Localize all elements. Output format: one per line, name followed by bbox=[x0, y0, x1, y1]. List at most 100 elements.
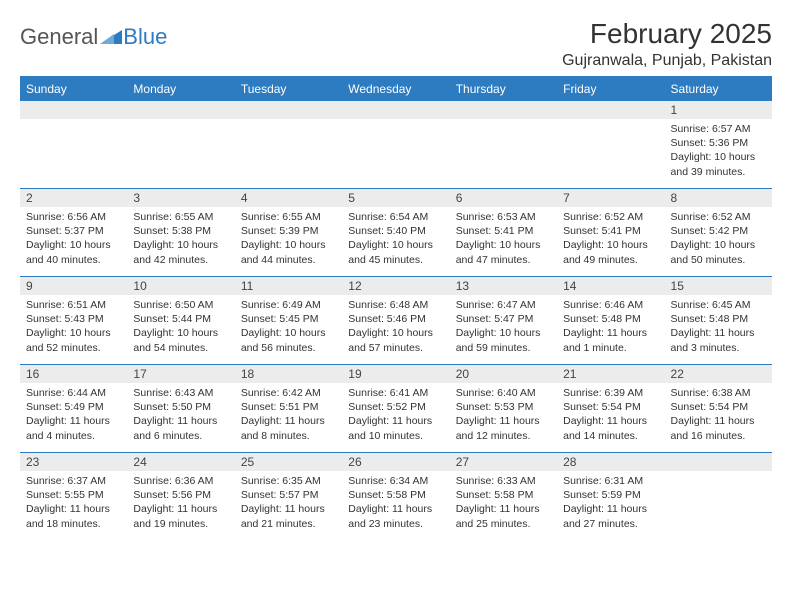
daylight-text: Daylight: 11 hours and 21 minutes. bbox=[241, 502, 336, 530]
day-details: Sunrise: 6:45 AMSunset: 5:48 PMDaylight:… bbox=[665, 295, 772, 359]
title-block: February 2025 Gujranwala, Punjab, Pakist… bbox=[562, 18, 772, 70]
daylight-text: Daylight: 11 hours and 27 minutes. bbox=[563, 502, 658, 530]
daylight-text: Daylight: 11 hours and 3 minutes. bbox=[671, 326, 766, 354]
calendar-day-cell: 5Sunrise: 6:54 AMSunset: 5:40 PMDaylight… bbox=[342, 189, 449, 277]
daylight-text: Daylight: 11 hours and 19 minutes. bbox=[133, 502, 228, 530]
calendar-day-cell: 13Sunrise: 6:47 AMSunset: 5:47 PMDayligh… bbox=[450, 277, 557, 365]
calendar-day-cell: 25Sunrise: 6:35 AMSunset: 5:57 PMDayligh… bbox=[235, 453, 342, 541]
weekday-header: Wednesday bbox=[342, 78, 449, 101]
day-details: Sunrise: 6:36 AMSunset: 5:56 PMDaylight:… bbox=[127, 471, 234, 535]
day-details: Sunrise: 6:54 AMSunset: 5:40 PMDaylight:… bbox=[342, 207, 449, 271]
sunrise-text: Sunrise: 6:46 AM bbox=[563, 298, 658, 312]
sunrise-text: Sunrise: 6:54 AM bbox=[348, 210, 443, 224]
sunrise-text: Sunrise: 6:52 AM bbox=[671, 210, 766, 224]
calendar-day-cell bbox=[450, 101, 557, 189]
day-details: Sunrise: 6:49 AMSunset: 5:45 PMDaylight:… bbox=[235, 295, 342, 359]
calendar-week-row: 23Sunrise: 6:37 AMSunset: 5:55 PMDayligh… bbox=[20, 453, 772, 541]
calendar-day-cell: 18Sunrise: 6:42 AMSunset: 5:51 PMDayligh… bbox=[235, 365, 342, 453]
sunset-text: Sunset: 5:41 PM bbox=[456, 224, 551, 238]
calendar-day-cell bbox=[342, 101, 449, 189]
day-number: 25 bbox=[235, 453, 342, 471]
daylight-text: Daylight: 11 hours and 25 minutes. bbox=[456, 502, 551, 530]
sunset-text: Sunset: 5:38 PM bbox=[133, 224, 228, 238]
day-number bbox=[20, 101, 127, 119]
daylight-text: Daylight: 10 hours and 47 minutes. bbox=[456, 238, 551, 266]
sunrise-text: Sunrise: 6:37 AM bbox=[26, 474, 121, 488]
day-number: 4 bbox=[235, 189, 342, 207]
weekday-header: Sunday bbox=[20, 78, 127, 101]
calendar-day-cell: 14Sunrise: 6:46 AMSunset: 5:48 PMDayligh… bbox=[557, 277, 664, 365]
calendar-day-cell: 6Sunrise: 6:53 AMSunset: 5:41 PMDaylight… bbox=[450, 189, 557, 277]
day-number bbox=[450, 101, 557, 119]
day-number: 8 bbox=[665, 189, 772, 207]
day-number bbox=[665, 453, 772, 471]
daylight-text: Daylight: 10 hours and 56 minutes. bbox=[241, 326, 336, 354]
weekday-header: Friday bbox=[557, 78, 664, 101]
daylight-text: Daylight: 11 hours and 1 minute. bbox=[563, 326, 658, 354]
sunrise-text: Sunrise: 6:49 AM bbox=[241, 298, 336, 312]
calendar-day-cell: 15Sunrise: 6:45 AMSunset: 5:48 PMDayligh… bbox=[665, 277, 772, 365]
sunset-text: Sunset: 5:50 PM bbox=[133, 400, 228, 414]
location-text: Gujranwala, Punjab, Pakistan bbox=[562, 52, 772, 70]
sunset-text: Sunset: 5:54 PM bbox=[563, 400, 658, 414]
sunrise-text: Sunrise: 6:44 AM bbox=[26, 386, 121, 400]
sunrise-text: Sunrise: 6:34 AM bbox=[348, 474, 443, 488]
sunset-text: Sunset: 5:43 PM bbox=[26, 312, 121, 326]
day-details: Sunrise: 6:34 AMSunset: 5:58 PMDaylight:… bbox=[342, 471, 449, 535]
sunrise-text: Sunrise: 6:51 AM bbox=[26, 298, 121, 312]
daylight-text: Daylight: 11 hours and 23 minutes. bbox=[348, 502, 443, 530]
day-details: Sunrise: 6:57 AMSunset: 5:36 PMDaylight:… bbox=[665, 119, 772, 183]
daylight-text: Daylight: 10 hours and 49 minutes. bbox=[563, 238, 658, 266]
daylight-text: Daylight: 10 hours and 39 minutes. bbox=[671, 150, 766, 178]
daylight-text: Daylight: 10 hours and 40 minutes. bbox=[26, 238, 121, 266]
sunset-text: Sunset: 5:36 PM bbox=[671, 136, 766, 150]
daylight-text: Daylight: 11 hours and 18 minutes. bbox=[26, 502, 121, 530]
sunset-text: Sunset: 5:51 PM bbox=[241, 400, 336, 414]
daylight-text: Daylight: 11 hours and 6 minutes. bbox=[133, 414, 228, 442]
day-number: 20 bbox=[450, 365, 557, 383]
day-details: Sunrise: 6:43 AMSunset: 5:50 PMDaylight:… bbox=[127, 383, 234, 447]
day-details: Sunrise: 6:52 AMSunset: 5:42 PMDaylight:… bbox=[665, 207, 772, 271]
sunset-text: Sunset: 5:59 PM bbox=[563, 488, 658, 502]
sunrise-text: Sunrise: 6:33 AM bbox=[456, 474, 551, 488]
day-details: Sunrise: 6:55 AMSunset: 5:39 PMDaylight:… bbox=[235, 207, 342, 271]
sunset-text: Sunset: 5:37 PM bbox=[26, 224, 121, 238]
sunrise-text: Sunrise: 6:52 AM bbox=[563, 210, 658, 224]
sunset-text: Sunset: 5:53 PM bbox=[456, 400, 551, 414]
day-number: 22 bbox=[665, 365, 772, 383]
calendar-page: General Blue February 2025 Gujranwala, P… bbox=[0, 0, 792, 551]
daylight-text: Daylight: 10 hours and 52 minutes. bbox=[26, 326, 121, 354]
sunset-text: Sunset: 5:48 PM bbox=[671, 312, 766, 326]
calendar-day-cell: 12Sunrise: 6:48 AMSunset: 5:46 PMDayligh… bbox=[342, 277, 449, 365]
sunset-text: Sunset: 5:58 PM bbox=[348, 488, 443, 502]
day-number: 19 bbox=[342, 365, 449, 383]
sunset-text: Sunset: 5:55 PM bbox=[26, 488, 121, 502]
day-number: 28 bbox=[557, 453, 664, 471]
sunrise-text: Sunrise: 6:55 AM bbox=[241, 210, 336, 224]
day-number: 21 bbox=[557, 365, 664, 383]
weekday-header: Tuesday bbox=[235, 78, 342, 101]
day-details: Sunrise: 6:52 AMSunset: 5:41 PMDaylight:… bbox=[557, 207, 664, 271]
sunrise-text: Sunrise: 6:41 AM bbox=[348, 386, 443, 400]
day-number: 12 bbox=[342, 277, 449, 295]
logo-text-blue: Blue bbox=[123, 24, 167, 50]
calendar-week-row: 1Sunrise: 6:57 AMSunset: 5:36 PMDaylight… bbox=[20, 101, 772, 189]
month-title: February 2025 bbox=[562, 18, 772, 50]
day-details: Sunrise: 6:46 AMSunset: 5:48 PMDaylight:… bbox=[557, 295, 664, 359]
day-number bbox=[342, 101, 449, 119]
day-number: 10 bbox=[127, 277, 234, 295]
daylight-text: Daylight: 10 hours and 54 minutes. bbox=[133, 326, 228, 354]
day-number: 6 bbox=[450, 189, 557, 207]
day-number: 14 bbox=[557, 277, 664, 295]
day-number bbox=[557, 101, 664, 119]
sunset-text: Sunset: 5:47 PM bbox=[456, 312, 551, 326]
day-details: Sunrise: 6:56 AMSunset: 5:37 PMDaylight:… bbox=[20, 207, 127, 271]
sunset-text: Sunset: 5:52 PM bbox=[348, 400, 443, 414]
day-number: 1 bbox=[665, 101, 772, 119]
calendar-day-cell: 9Sunrise: 6:51 AMSunset: 5:43 PMDaylight… bbox=[20, 277, 127, 365]
sunrise-text: Sunrise: 6:43 AM bbox=[133, 386, 228, 400]
calendar-day-cell: 20Sunrise: 6:40 AMSunset: 5:53 PMDayligh… bbox=[450, 365, 557, 453]
day-details: Sunrise: 6:40 AMSunset: 5:53 PMDaylight:… bbox=[450, 383, 557, 447]
calendar-day-cell: 7Sunrise: 6:52 AMSunset: 5:41 PMDaylight… bbox=[557, 189, 664, 277]
sunset-text: Sunset: 5:40 PM bbox=[348, 224, 443, 238]
